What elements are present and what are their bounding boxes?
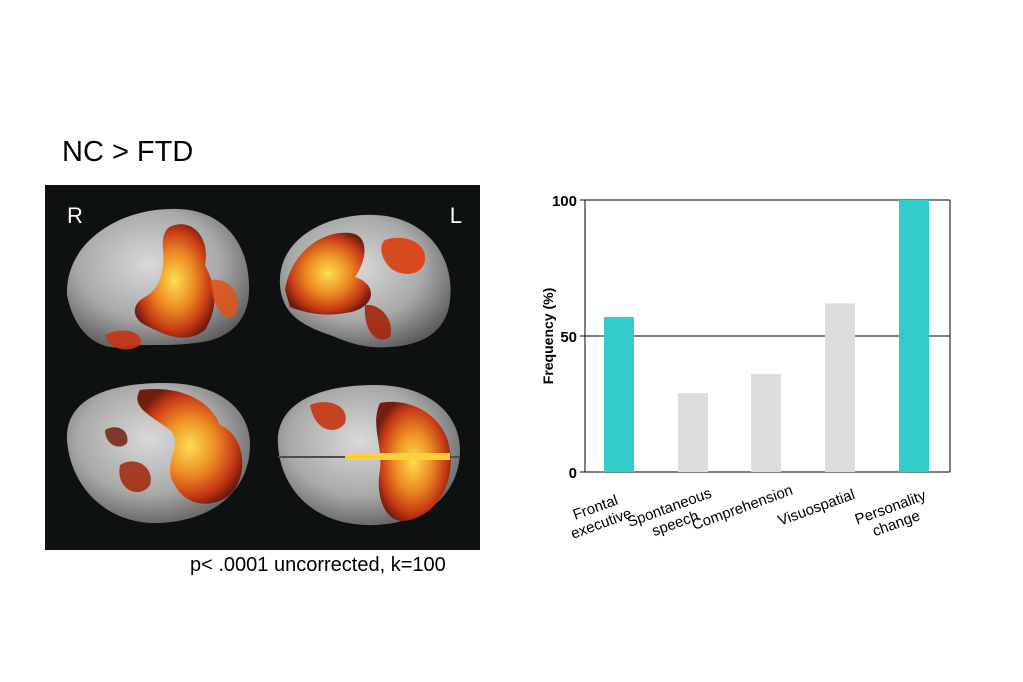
y-tick-label-0: 0 — [569, 465, 577, 482]
left-hemisphere-label: L — [449, 203, 462, 228]
y-tick-label-100: 100 — [552, 193, 577, 210]
x-tick-label-4: Personalitychange — [853, 487, 935, 544]
bar-4 — [899, 200, 929, 472]
figure-title: NC > FTD — [62, 136, 194, 168]
bar-1 — [678, 393, 708, 472]
brain-right-lateral-view — [66, 208, 250, 350]
bar-0 — [604, 316, 634, 472]
bar-2 — [751, 374, 781, 472]
brain-ventral-view — [66, 383, 250, 524]
right-hemisphere-label: R — [67, 203, 83, 228]
x-tick-label-0: Frontalexecutive — [563, 489, 634, 543]
statistics-caption: p< .0001 uncorrected, k=100 — [190, 554, 446, 576]
y-tick-label-50: 50 — [560, 329, 577, 346]
brain-left-lateral-view — [279, 214, 451, 348]
bar-3 — [825, 303, 855, 472]
brain-render-panel: R L — [45, 185, 480, 550]
brain-render-image — [66, 208, 460, 526]
y-axis-label: Frequency (%) — [540, 288, 556, 384]
brain-dorsal-view — [277, 385, 460, 526]
